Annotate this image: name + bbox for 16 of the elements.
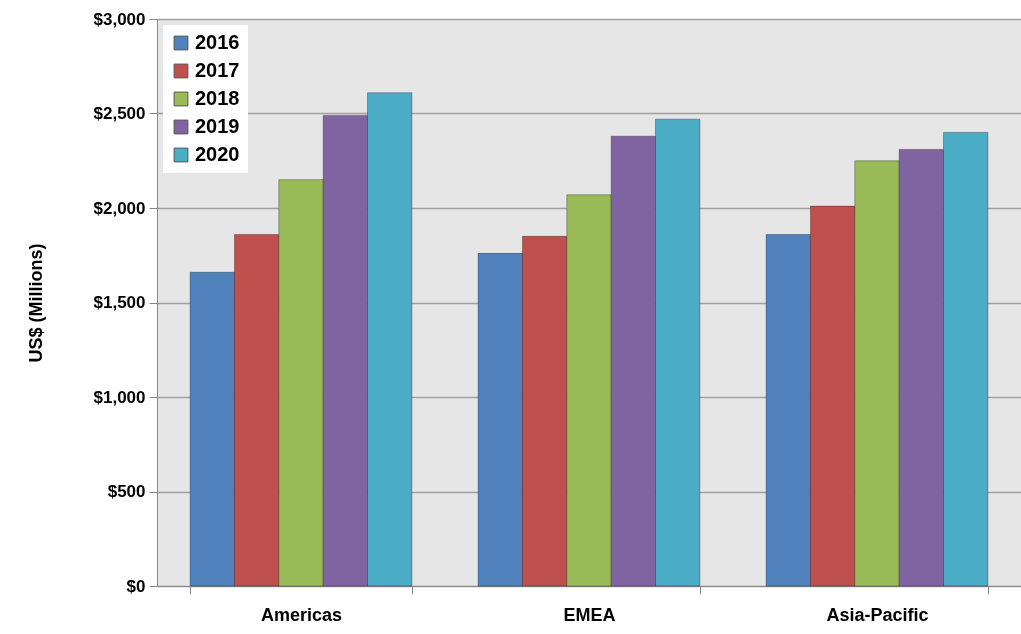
y-tick-label: $1,500	[93, 293, 146, 312]
legend-label: 2020	[195, 143, 240, 165]
y-tick-label: $1,000	[93, 387, 146, 407]
legend-label: 2018	[195, 87, 240, 109]
y-tick-label: $2,500	[93, 104, 146, 123]
x-tick-label: Asia-Pacific	[826, 604, 929, 625]
legend-label: 2017	[195, 59, 240, 81]
x-tick-label: EMEA	[563, 604, 616, 625]
y-tick-label: $500	[107, 482, 146, 501]
y-axis-title: US$ (Millions)	[25, 243, 46, 363]
legend-label: 2016	[195, 31, 240, 53]
y-tick-label: $0	[126, 576, 146, 596]
y-tick-label: $2,000	[93, 198, 146, 218]
x-tick-label: Americas	[260, 604, 343, 625]
legend-label: 2019	[195, 115, 240, 137]
y-tick-label: $3,000	[93, 9, 146, 29]
